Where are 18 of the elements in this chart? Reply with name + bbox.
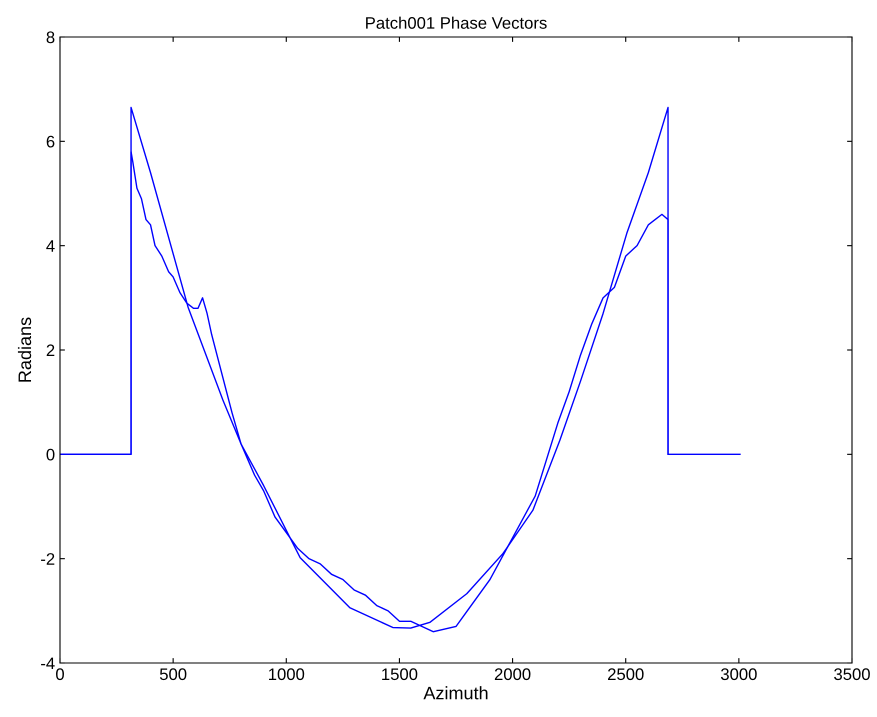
- y-tick-label: -4: [41, 658, 55, 670]
- x-tick-label: 3000: [720, 668, 757, 680]
- x-tick-label: 3500: [834, 668, 870, 680]
- y-axis-title: Radians: [18, 318, 32, 382]
- x-tick-label: 0: [56, 668, 64, 680]
- x-tick-label: 2500: [608, 668, 644, 680]
- y-tick-label: 0: [46, 448, 54, 461]
- y-tick-label: 2: [46, 344, 54, 356]
- x-tick-label: 1500: [382, 668, 418, 680]
- y-tick-label: 8: [46, 31, 54, 44]
- x-tick-label: 1000: [269, 668, 304, 680]
- x-axis-title: Azimuth: [423, 686, 488, 700]
- chart-title: Patch001 Phase Vectors: [366, 16, 547, 29]
- y-tick-label: -2: [41, 553, 54, 565]
- x-tick-label: 500: [160, 668, 186, 680]
- x-tick-label: 2000: [494, 668, 530, 680]
- y-tick-label: 6: [46, 136, 54, 148]
- y-tick-label: 4: [46, 240, 55, 252]
